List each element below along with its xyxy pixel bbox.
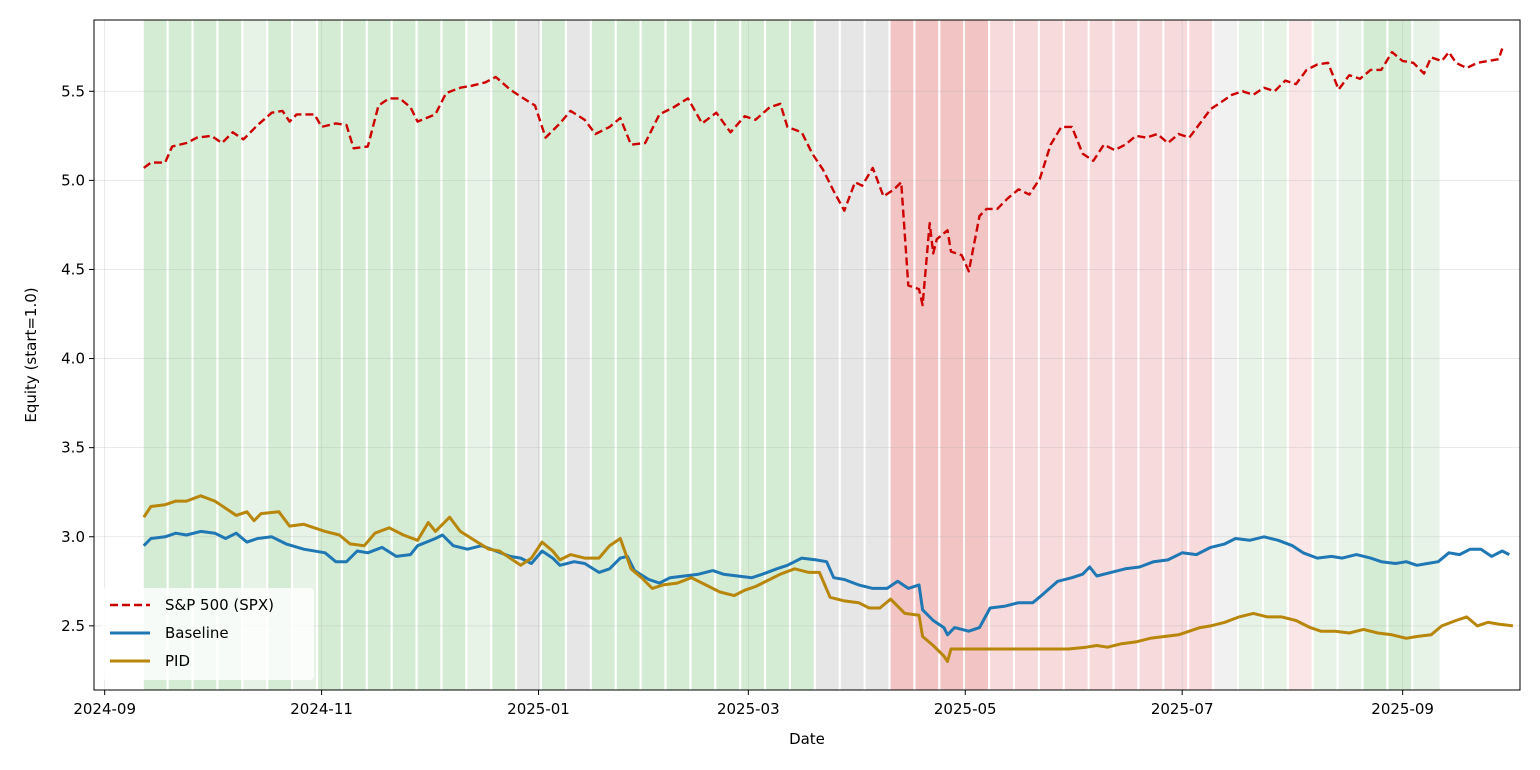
regime-band-28 xyxy=(840,20,864,690)
regime-band-18 xyxy=(591,20,615,690)
plot-frame xyxy=(93,19,1521,691)
regime-band-10 xyxy=(392,20,416,690)
regime-band-40 xyxy=(1139,20,1163,690)
y-tick-label-5: 5.0 xyxy=(61,171,85,189)
regime-band-14 xyxy=(492,20,516,690)
regime-band-22 xyxy=(691,20,715,690)
y-tick-label-6: 5.5 xyxy=(61,82,85,100)
regime-band-25 xyxy=(766,20,789,690)
regime-band-45 xyxy=(1263,20,1287,690)
regime-band-41 xyxy=(1164,20,1188,690)
regime-band-15 xyxy=(517,20,540,690)
regime-band-50 xyxy=(1388,20,1412,690)
regime-band-37 xyxy=(1064,20,1088,690)
legend-label-2: PID xyxy=(165,652,190,670)
x-tick-label-6: 2025-09 xyxy=(1371,700,1434,718)
x-tick-label-3: 2025-03 xyxy=(717,700,780,718)
y-axis: 2.5 3.0 3.5 4.0 4.5 5.0 5.5 xyxy=(61,82,94,635)
series-lines xyxy=(142,48,1514,663)
regime-band-46 xyxy=(1288,20,1312,690)
regime-band-48 xyxy=(1338,20,1362,690)
regime-band-49 xyxy=(1363,20,1387,690)
y-axis-label: Equity (start=1.0) xyxy=(22,287,40,422)
regime-band-7 xyxy=(318,20,341,690)
regime-band-33 xyxy=(965,20,989,690)
regime-band-0 xyxy=(143,20,167,690)
regime-band-20 xyxy=(641,20,665,690)
regime-band-51 xyxy=(1413,20,1440,690)
regime-band-24 xyxy=(741,20,765,690)
regime-band-47 xyxy=(1313,20,1337,690)
x-tick-label-4: 2025-05 xyxy=(934,700,997,718)
regime-band-39 xyxy=(1114,20,1138,690)
x-tick-label-5: 2025-07 xyxy=(1151,700,1214,718)
legend-label-1: Baseline xyxy=(165,624,229,642)
regime-band-42 xyxy=(1189,20,1213,690)
y-tick-label-3: 4.0 xyxy=(61,350,85,368)
regime-band-23 xyxy=(716,20,740,690)
regime-band-35 xyxy=(1015,20,1038,690)
regime-band-1 xyxy=(168,20,192,690)
regime-band-43 xyxy=(1214,20,1237,690)
regime-band-19 xyxy=(616,20,640,690)
regime-band-16 xyxy=(542,20,565,690)
x-tick-label-0: 2024-09 xyxy=(73,700,136,718)
regime-bands xyxy=(143,20,1440,690)
x-axis-label: Date xyxy=(789,730,825,748)
y-tick-label-4: 4.5 xyxy=(61,260,85,278)
regime-band-29 xyxy=(865,20,889,690)
series-line-baseline xyxy=(142,529,1510,637)
legend: S&P 500 (SPX) Baseline PID xyxy=(102,588,314,680)
regime-band-11 xyxy=(417,20,441,690)
regime-band-31 xyxy=(915,20,939,690)
legend-box xyxy=(102,588,314,680)
regime-band-9 xyxy=(367,20,391,690)
regime-band-36 xyxy=(1039,20,1063,690)
regime-band-34 xyxy=(990,20,1013,690)
regime-band-44 xyxy=(1239,20,1262,690)
regime-band-3 xyxy=(218,20,242,690)
x-axis: 2024-09 2024-11 2025-01 2025-03 2025-05 2025-… xyxy=(73,690,1434,718)
regime-band-30 xyxy=(890,20,914,690)
y-tick-label-1: 3.0 xyxy=(61,528,85,546)
regime-band-6 xyxy=(293,20,316,690)
y-tick-label-0: 2.5 xyxy=(61,617,85,635)
regime-band-8 xyxy=(342,20,366,690)
x-tick-label-2: 2025-01 xyxy=(507,700,570,718)
x-tick-label-1: 2024-11 xyxy=(290,700,353,718)
legend-label-0: S&P 500 (SPX) xyxy=(165,596,274,614)
y-tick-label-2: 3.5 xyxy=(61,439,85,457)
regime-band-12 xyxy=(442,20,466,690)
grid-lines xyxy=(94,20,1520,690)
regime-band-21 xyxy=(666,20,690,690)
regime-band-26 xyxy=(790,20,814,690)
regime-band-38 xyxy=(1089,20,1113,690)
series-line-pid xyxy=(142,494,1514,663)
series-line-s-p-500-spx xyxy=(143,48,1504,307)
regime-band-4 xyxy=(243,20,267,690)
regime-band-17 xyxy=(566,20,590,690)
regime-band-32 xyxy=(940,20,964,690)
regime-band-13 xyxy=(467,20,491,690)
regime-band-2 xyxy=(193,20,217,690)
